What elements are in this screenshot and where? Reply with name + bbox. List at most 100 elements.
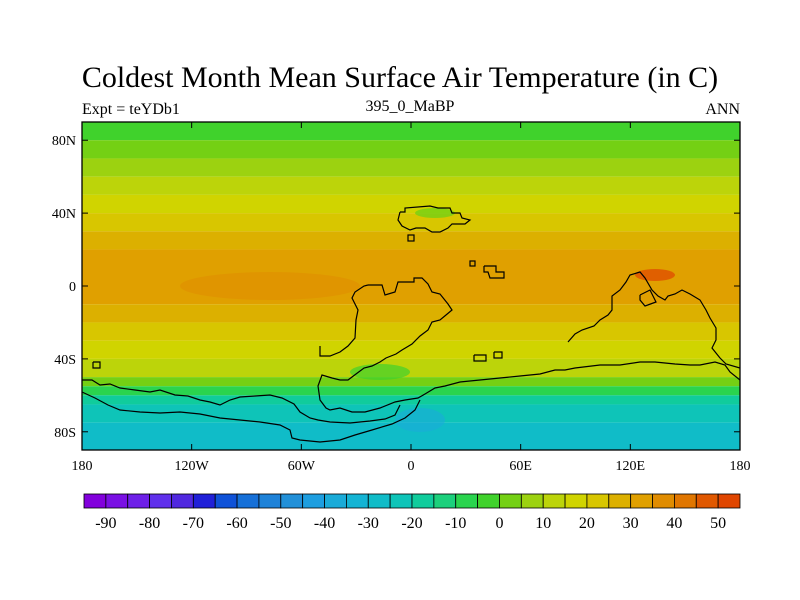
y-tick-label: 40S (54, 353, 76, 368)
time-label: 395_0_MaBP (365, 98, 455, 115)
colorbar-label: 40 (666, 515, 682, 532)
x-tick-label: 60E (509, 459, 532, 474)
temperature-band (82, 176, 740, 195)
temperature-band (82, 249, 740, 305)
temperature-band (82, 322, 740, 341)
colorbar-swatch (542, 493, 566, 509)
colorbar-label: -50 (270, 515, 291, 532)
coastline-small-island-south-2 (493, 351, 503, 359)
temperature-band (82, 340, 740, 359)
temperature-band (82, 194, 740, 214)
y-tick-label: 80S (54, 426, 76, 441)
coastline-polar-landmass (82, 379, 401, 424)
x-tick-label: 120E (616, 459, 646, 474)
axis-ticks (81, 122, 741, 450)
axis-tick-labels: 180 120W 60W 0 60E 120E 180 80N 40N 0 40S 80S (52, 134, 751, 474)
coastline-small-island-west (92, 361, 101, 369)
y-tick-label: 80N (52, 134, 76, 149)
colorbar-label: -70 (183, 515, 204, 532)
colorbar-swatch (455, 493, 479, 509)
colorbar-swatch (345, 493, 369, 509)
colorbar-swatch (674, 493, 697, 509)
coastline-small-island-south (473, 354, 487, 362)
colorbar-labels: -90 -80 -70 -60 -50 -40 -30 -20 -10 0 10 20 30 40 50 (95, 515, 726, 532)
colorbar-swatch (499, 493, 522, 509)
cool-patch-north (415, 208, 455, 218)
x-tick-label: 180 (730, 459, 751, 474)
temperature-band (82, 140, 740, 159)
x-tick-label: 120W (175, 459, 210, 474)
colorbar-swatch (695, 493, 719, 509)
x-tick-label: 60W (288, 459, 316, 474)
coastline-northern-landmass (397, 205, 472, 233)
temperature-band (82, 304, 740, 323)
colorbar-swatch (258, 493, 282, 509)
temperature-field (82, 122, 740, 450)
coastline-polar-west (82, 391, 421, 443)
colorbar-swatch (564, 493, 588, 509)
chart-title: Coldest Month Mean Surface Air Temperatu… (81, 61, 719, 94)
temperature-band (82, 213, 740, 232)
colorbar-label: -90 (95, 515, 116, 532)
colorbar (83, 493, 741, 509)
colorbar-label: 20 (579, 515, 595, 532)
temperature-band (82, 395, 740, 405)
colorbar-label: 50 (710, 515, 726, 532)
cold-patch-south (395, 408, 445, 432)
warm-patch-tropical-west (180, 272, 360, 300)
colorbar-swatch (652, 493, 675, 509)
y-tick-label: 40N (52, 207, 76, 222)
colorbar-swatch (717, 493, 741, 509)
x-tick-label: 0 (408, 459, 415, 474)
coastline-island-3 (483, 265, 505, 279)
colorbar-swatch (630, 493, 653, 509)
coastline-southern-landmass (317, 277, 740, 413)
x-tick-label: 180 (72, 459, 93, 474)
colorbar-swatch (171, 493, 194, 509)
colorbar-swatch (302, 493, 325, 509)
colorbar-label: 0 (495, 515, 503, 532)
temperature-band (82, 377, 740, 387)
colorbar-swatch (214, 493, 238, 509)
colorbar-swatch (586, 493, 610, 509)
colorbar-swatch (324, 493, 347, 509)
colorbar-swatch (608, 493, 632, 509)
colorbar-label: -60 (226, 515, 247, 532)
temperature-band (82, 158, 740, 177)
colorbar-label: 10 (535, 515, 551, 532)
coastline-island-4 (639, 289, 657, 307)
temperature-band (82, 358, 740, 378)
experiment-label: Expt = teYDb1 (82, 101, 180, 118)
colorbar-swatch (105, 493, 129, 509)
colorbar-swatch (280, 493, 304, 509)
hot-patch-east (635, 269, 675, 281)
colorbar-label: -40 (314, 515, 335, 532)
colorbar-swatch (477, 493, 500, 509)
coastline-peninsula (319, 284, 369, 357)
colorbar-swatch (192, 493, 216, 509)
colorbar-swatch (411, 493, 435, 509)
colorbar-swatch (520, 493, 544, 509)
coastline-eastern-landmass (567, 271, 740, 369)
colorbar-swatch (236, 493, 260, 509)
coastline-island-2 (469, 260, 476, 267)
colorbar-swatch (433, 493, 457, 509)
coastline-island-1 (407, 234, 415, 242)
colorbar-label: -80 (139, 515, 160, 532)
colorbar-label: -10 (445, 515, 466, 532)
temperature-band (82, 122, 740, 141)
y-tick-label: 0 (69, 280, 76, 295)
colorbar-label: -20 (401, 515, 422, 532)
colorbar-label: -30 (358, 515, 379, 532)
temperature-band (82, 386, 740, 396)
colorbar-label: 30 (623, 515, 639, 532)
colorbar-swatch (83, 493, 107, 509)
season-label: ANN (705, 101, 740, 118)
map-features (82, 205, 740, 443)
colorbar-swatch (389, 493, 413, 509)
colorbar-swatch (149, 493, 172, 509)
colorbar-swatch (367, 493, 391, 509)
colorbar-swatch (127, 493, 150, 509)
coastlines (82, 205, 740, 443)
